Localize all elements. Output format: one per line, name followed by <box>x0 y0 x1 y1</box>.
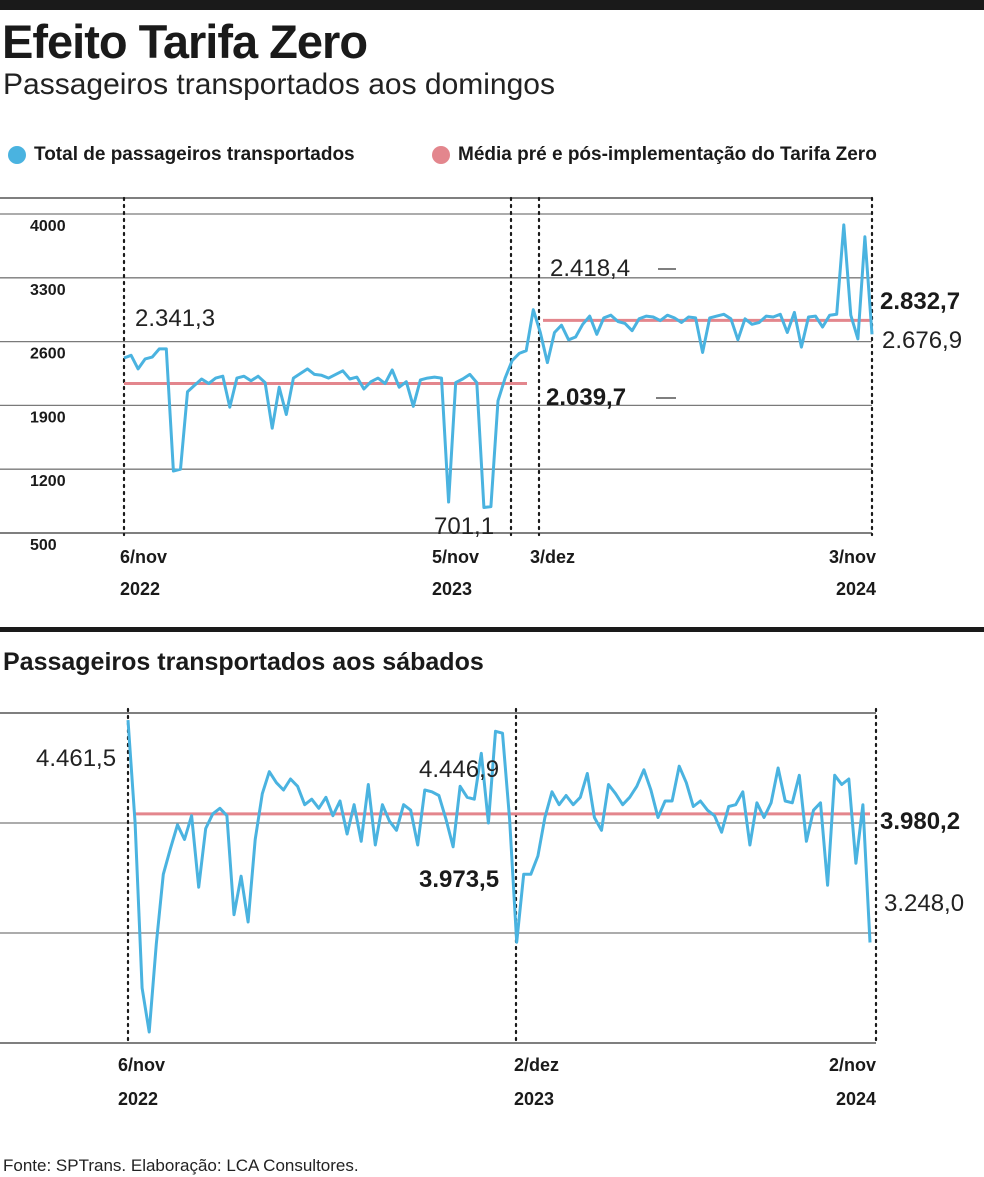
x-tick-label: 2/dez <box>514 1055 559 1075</box>
series-line-total <box>123 223 874 509</box>
annotation-label: 4.446,9 <box>419 756 499 783</box>
annotation-label: 701,1 <box>434 513 494 540</box>
legend-item-total: Total de passageiros transportados <box>8 142 355 168</box>
x-tick-label: 3/dez <box>530 547 575 567</box>
legend-dot-red <box>432 146 450 164</box>
average-label: 3.973,5 <box>419 866 499 893</box>
average-label: 2.039,7 <box>546 384 626 411</box>
y-tick-label: 1900 <box>30 409 66 426</box>
y-tick-label: 3300 <box>30 282 66 299</box>
saturday-chart-title: Passageiros transportados aos sábados <box>3 648 484 676</box>
section-divider <box>0 627 984 632</box>
series-line-total <box>126 719 872 1034</box>
x-tick-label: 3/nov <box>829 547 876 567</box>
top-rule <box>0 0 984 10</box>
x-tick-label: 5/nov <box>432 547 479 567</box>
annotation-label: 4.461,5 <box>36 745 116 772</box>
x-tick-label: 2/nov <box>829 1055 876 1075</box>
x-tick-year: 2022 <box>118 1089 158 1109</box>
annotation-label: 2.418,4 <box>550 255 630 282</box>
x-tick-label: 6/nov <box>120 547 167 567</box>
page-subtitle: Passageiros transportados aos domingos <box>3 68 555 101</box>
annotation-label: 2.676,9 <box>882 327 962 354</box>
annotation-label: 2.341,3 <box>135 305 215 332</box>
x-tick-year: 2024 <box>836 579 876 599</box>
saturday-chart: 4.461,5 4.446,9 3.248,0 3.973,5 3.980,2 6/nov… <box>0 707 964 1109</box>
average-label: 2.832,7 <box>880 288 960 315</box>
page-title: Efeito Tarifa Zero <box>2 15 368 68</box>
y-tick-label: 2600 <box>30 346 66 363</box>
legend-item-media: Média pré e pós-implementação do Tarifa … <box>432 142 877 168</box>
x-tick-year: 2022 <box>120 579 160 599</box>
x-tick-label: 6/nov <box>118 1055 165 1075</box>
legend-label-total: Total de passageiros transportados <box>34 144 355 165</box>
legend-label-media: Média pré e pós-implementação do Tarifa … <box>458 144 877 165</box>
average-label: 3.980,2 <box>880 808 960 835</box>
annotation-label: 3.248,0 <box>884 890 964 917</box>
x-tick-year: 2024 <box>836 1089 876 1109</box>
x-tick-year: 2023 <box>514 1089 554 1109</box>
legend-dot-blue <box>8 146 26 164</box>
y-tick-label: 500 <box>30 537 57 554</box>
y-tick-label: 1200 <box>30 473 66 490</box>
source-note: Fonte: SPTrans. Elaboração: LCA Consulto… <box>3 1156 359 1175</box>
sunday-chart: 4000 3300 2600 1900 1200 500 2.341,3 701,1 2.418… <box>0 196 962 599</box>
x-tick-year: 2023 <box>432 579 472 599</box>
y-tick-label: 4000 <box>30 218 66 235</box>
